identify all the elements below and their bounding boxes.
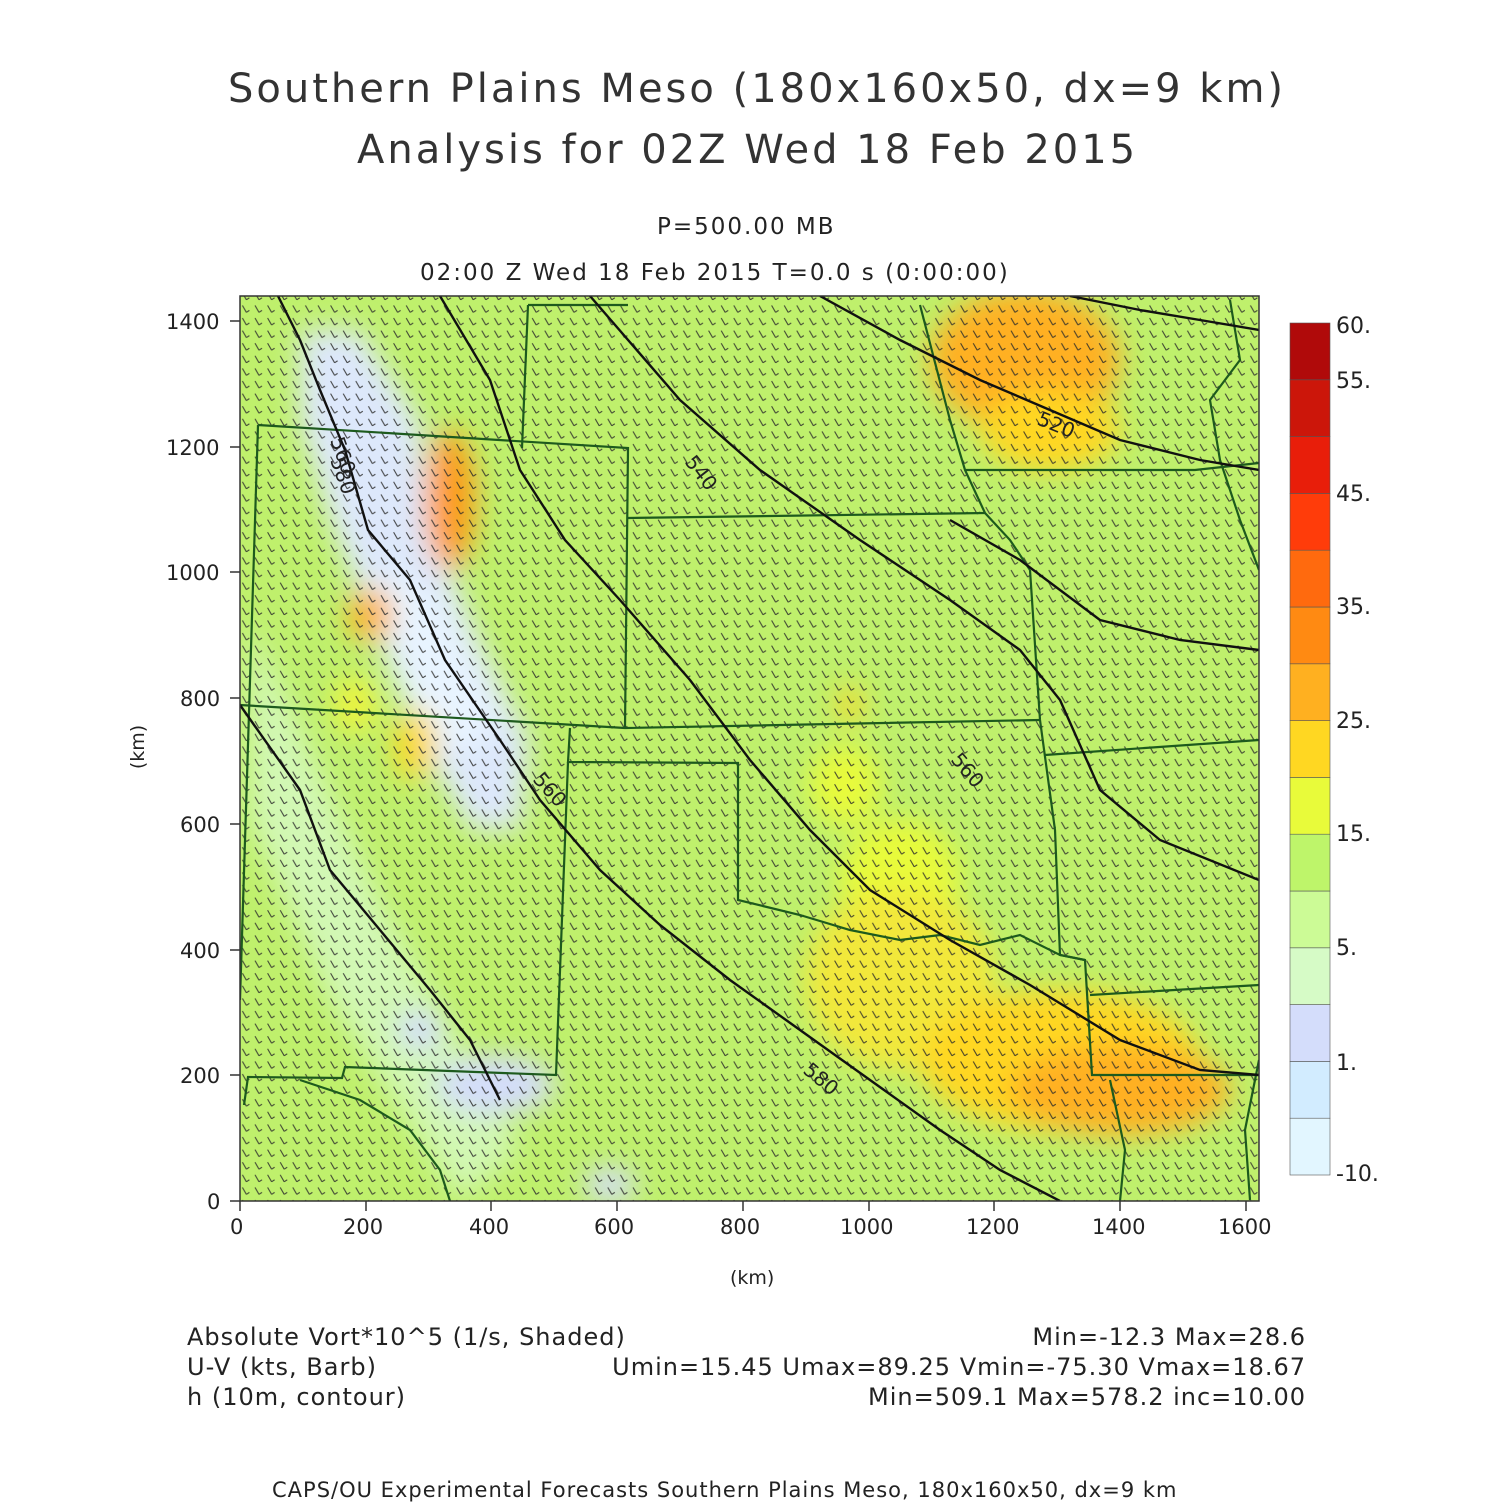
y-tick: 600 — [180, 813, 221, 837]
colorbar-label: 45. — [1336, 482, 1371, 507]
plot-frame — [239, 295, 1260, 1202]
colorbar-swatch — [1289, 493, 1331, 551]
colorbar-swatch — [1289, 549, 1331, 608]
colorbar-label: 55. — [1336, 369, 1371, 394]
colorbar-swatch — [1289, 322, 1331, 381]
colorbar-label: -10. — [1336, 1162, 1379, 1187]
x-axis-label: (km) — [730, 1267, 775, 1289]
level-label: P=500.00 MB — [657, 214, 836, 240]
x-tick: 1200 — [966, 1215, 1020, 1239]
colorbar-swatch — [1289, 663, 1331, 721]
colorbar-label: 35. — [1336, 595, 1371, 620]
colorbar-swatch — [1289, 1004, 1331, 1062]
y-tick: 1200 — [166, 436, 220, 460]
colorbar-swatch — [1289, 1061, 1331, 1119]
colorbar-swatch — [1289, 720, 1331, 778]
colorbar-swatch — [1289, 833, 1331, 892]
y-tick: 0 — [207, 1190, 221, 1214]
y-axis-label: (km) — [127, 724, 150, 770]
y-tick: 1400 — [166, 310, 220, 334]
y-tick: 400 — [180, 939, 221, 963]
colorbar-swatch — [1289, 436, 1331, 494]
wind-legend: U-V (kts, Barb) — [187, 1353, 377, 1381]
vorticity-legend: Absolute Vort*10^5 (1/s, Shaded) — [187, 1323, 626, 1351]
time-label: 02:00 Z Wed 18 Feb 2015 T=0.0 s (0:00:00… — [420, 260, 1010, 286]
y-tick: 200 — [180, 1064, 221, 1088]
y-tick: 800 — [180, 687, 221, 711]
colorbar-swatch — [1289, 606, 1331, 665]
colorbar-label: 15. — [1336, 822, 1371, 847]
vorticity-field: 560 540 520 560 580 560 580 — [240, 296, 1259, 1201]
height-legend: h (10m, contour) — [187, 1383, 407, 1411]
colorbar-label: 1. — [1336, 1051, 1357, 1076]
x-tick: 200 — [343, 1215, 384, 1239]
title-line2: Analysis for 02Z Wed 18 Feb 2015 — [357, 127, 1139, 173]
x-tick: 800 — [720, 1215, 761, 1239]
colorbar-label: 25. — [1336, 709, 1371, 734]
vorticity-stats: Min=-12.3 Max=28.6 — [1032, 1323, 1306, 1351]
footer: CAPS/OU Experimental Forecasts Southern … — [272, 1478, 1178, 1502]
x-tick: 600 — [594, 1215, 635, 1239]
x-tick: 1000 — [840, 1215, 894, 1239]
colorbar-swatch — [1289, 947, 1331, 1005]
y-tick: 1000 — [166, 561, 220, 585]
x-tick: 0 — [230, 1215, 244, 1239]
colorbar-label: 5. — [1336, 936, 1357, 961]
colorbar-swatch — [1289, 379, 1331, 437]
wind-stats: Umin=15.45 Umax=89.25 Vmin=-75.30 Vmax=1… — [612, 1353, 1306, 1381]
colorbar-swatch — [1289, 890, 1331, 949]
colorbar-swatch — [1289, 1117, 1331, 1176]
x-tick: 400 — [469, 1215, 510, 1239]
x-tick: 1400 — [1092, 1215, 1146, 1239]
x-tick: 1600 — [1218, 1215, 1272, 1239]
colorbar — [1289, 322, 1331, 1176]
title-line1: Southern Plains Meso (180x160x50, dx=9 k… — [228, 66, 1287, 112]
colorbar-swatch — [1289, 777, 1331, 835]
colorbar-label: 60. — [1336, 314, 1371, 339]
height-stats: Min=509.1 Max=578.2 inc=10.00 — [868, 1383, 1306, 1411]
